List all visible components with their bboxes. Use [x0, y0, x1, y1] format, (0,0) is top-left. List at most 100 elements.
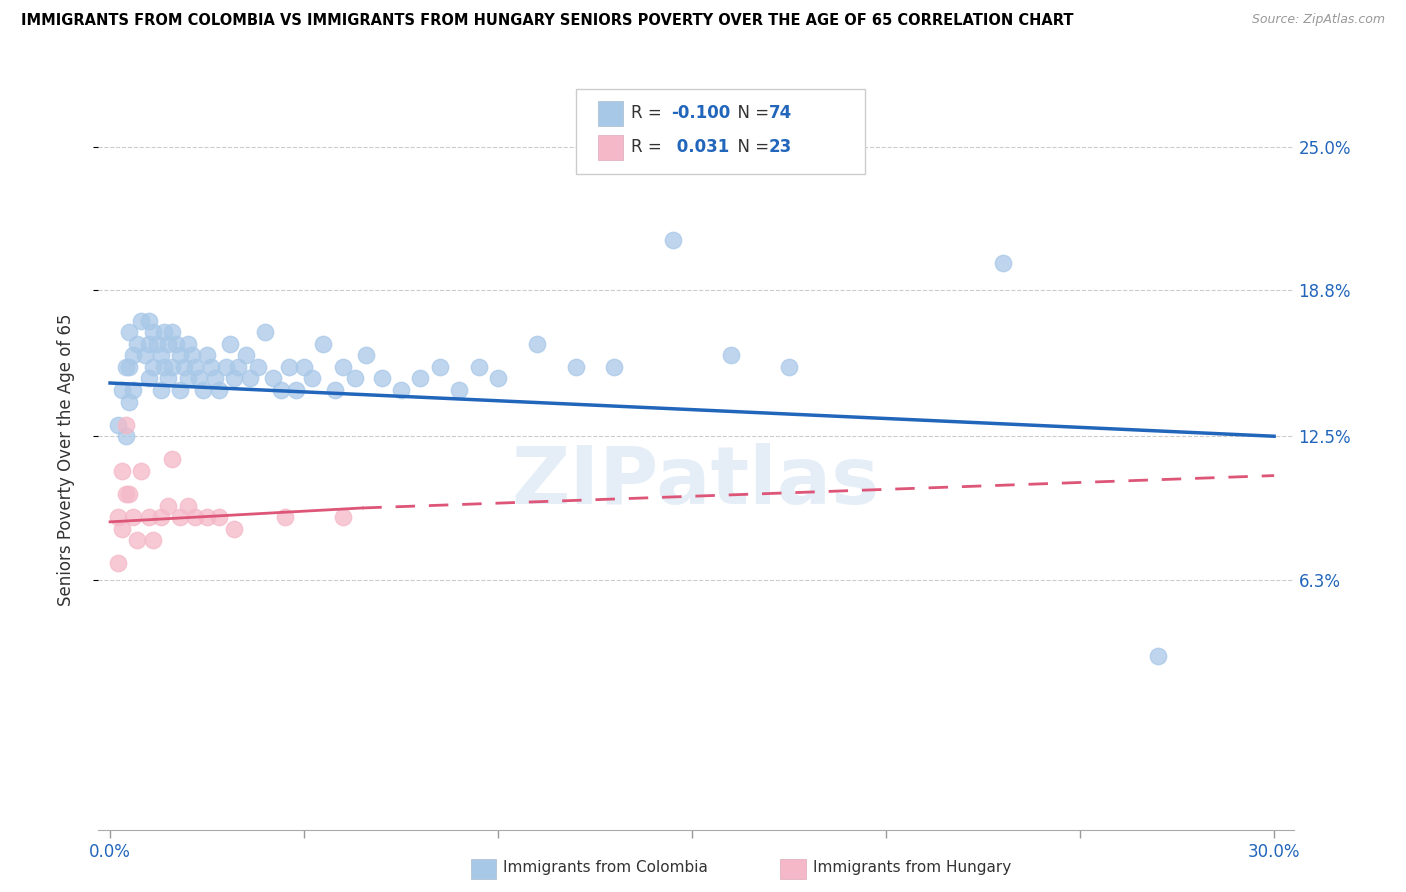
Point [134, 348, 156, 362]
Text: IMMIGRANTS FROM COLOMBIA VS IMMIGRANTS FROM HUNGARY SENIORS POVERTY OVER THE AGE: IMMIGRANTS FROM COLOMBIA VS IMMIGRANTS F… [21, 13, 1074, 29]
Point [262, 371, 284, 385]
Text: 0.031: 0.031 [671, 138, 728, 156]
Point [354, 348, 377, 362]
Point [409, 371, 432, 385]
Point [127, 336, 149, 351]
Point [118, 359, 141, 374]
Point [107, 557, 129, 571]
Point [160, 452, 183, 467]
Point [176, 336, 198, 351]
Point [176, 371, 198, 385]
Point [270, 383, 292, 397]
Point [224, 522, 246, 536]
Point [118, 325, 141, 339]
Point [720, 348, 742, 362]
Point [235, 348, 257, 362]
Text: 74: 74 [769, 104, 793, 122]
Point [292, 359, 315, 374]
Text: ZIPatlas: ZIPatlas [512, 442, 880, 521]
Point [165, 336, 187, 351]
Point [138, 371, 160, 385]
Point [138, 313, 160, 327]
Point [111, 464, 134, 478]
Point [111, 522, 134, 536]
Point [661, 233, 683, 247]
Point [114, 359, 136, 374]
Point [184, 359, 207, 374]
Point [254, 325, 277, 339]
Point [160, 359, 183, 374]
Point [169, 348, 191, 362]
Point [246, 359, 269, 374]
Point [208, 383, 231, 397]
Point [122, 348, 145, 362]
Point [142, 533, 165, 548]
Point [142, 325, 165, 339]
Point [195, 348, 218, 362]
Point [200, 359, 222, 374]
Text: -0.100: -0.100 [671, 104, 730, 122]
Point [142, 359, 165, 374]
Point [114, 487, 136, 501]
Point [169, 383, 191, 397]
Point [312, 336, 335, 351]
Text: Immigrants from Colombia: Immigrants from Colombia [503, 861, 709, 875]
Point [180, 348, 202, 362]
Point [107, 510, 129, 524]
Point [603, 359, 626, 374]
Point [149, 383, 172, 397]
Text: Immigrants from Hungary: Immigrants from Hungary [813, 861, 1011, 875]
Point [370, 371, 392, 385]
Point [122, 510, 145, 524]
Text: R =: R = [631, 104, 668, 122]
Point [114, 429, 136, 443]
Point [118, 394, 141, 409]
Point [215, 359, 238, 374]
Point [149, 348, 172, 362]
Point [129, 464, 152, 478]
Point [285, 383, 308, 397]
Point [486, 371, 509, 385]
Point [204, 371, 226, 385]
Point [129, 313, 152, 327]
Point [208, 510, 231, 524]
Point [273, 510, 295, 524]
Point [118, 487, 141, 501]
Point [157, 336, 180, 351]
Point [564, 359, 586, 374]
Point [467, 359, 489, 374]
Point [153, 325, 176, 339]
Point [224, 371, 246, 385]
Point [145, 336, 167, 351]
Point [169, 510, 191, 524]
Point [107, 417, 129, 432]
Point [111, 383, 134, 397]
Point [114, 417, 136, 432]
Point [389, 383, 412, 397]
Point [176, 499, 198, 513]
Point [277, 359, 299, 374]
Point [332, 510, 354, 524]
Point [429, 359, 451, 374]
Point [343, 371, 366, 385]
Point [1146, 648, 1168, 663]
Text: R =: R = [631, 138, 668, 156]
Point [184, 510, 207, 524]
Point [160, 325, 183, 339]
Text: Source: ZipAtlas.com: Source: ZipAtlas.com [1251, 13, 1385, 27]
Point [323, 383, 346, 397]
Text: 23: 23 [769, 138, 793, 156]
Y-axis label: Seniors Poverty Over the Age of 65: Seniors Poverty Over the Age of 65 [56, 313, 75, 606]
Point [122, 383, 145, 397]
Point [332, 359, 354, 374]
Point [157, 499, 180, 513]
Point [127, 533, 149, 548]
Point [193, 383, 215, 397]
Point [991, 256, 1014, 270]
Point [149, 510, 172, 524]
Point [138, 336, 160, 351]
Point [301, 371, 323, 385]
Point [239, 371, 262, 385]
Point [195, 510, 218, 524]
Point [138, 510, 160, 524]
